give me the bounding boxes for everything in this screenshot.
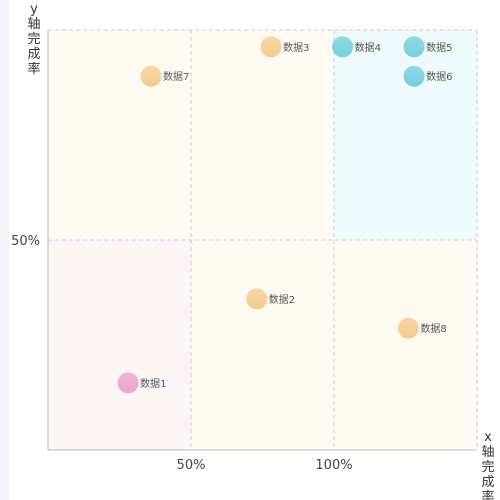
data-point — [403, 65, 425, 87]
y-tick-label: 50% — [11, 234, 40, 249]
data-point — [332, 36, 354, 58]
data-point — [246, 288, 268, 310]
axis-labels: 50% 100% 50% y 轴完成率 x 轴完成率 — [11, 2, 494, 500]
data-points: 数据1 数据2 数据3 数据4 数据5 数据6 数据7 数据8 — [117, 36, 452, 394]
data-point-label: 数据4 — [355, 41, 381, 54]
data-point-label: 数据6 — [426, 70, 452, 83]
data-point-label: 数据3 — [283, 41, 309, 54]
quadrant-bg-low-low — [48, 240, 191, 450]
data-point-label: 数据8 — [420, 322, 446, 335]
data-point — [397, 317, 419, 339]
data-point-label: 数据5 — [426, 41, 452, 54]
data-point-label: 数据1 — [140, 377, 166, 390]
left-edge-strip — [0, 0, 9, 500]
data-point — [117, 372, 139, 394]
y-axis-title: y 轴完成率 — [27, 2, 40, 77]
axes — [47, 30, 477, 451]
data-point — [403, 36, 425, 58]
quadrant-bg-high-high — [334, 30, 477, 240]
x-tick-label: 50% — [177, 458, 206, 473]
data-point — [140, 65, 162, 87]
gridlines — [48, 29, 478, 450]
data-point-label: 数据7 — [163, 70, 189, 83]
x-axis-title: x 轴完成率 — [481, 430, 494, 500]
x-tick-label: 100% — [315, 458, 352, 473]
data-point-label: 数据2 — [269, 293, 295, 306]
data-point — [260, 36, 282, 58]
